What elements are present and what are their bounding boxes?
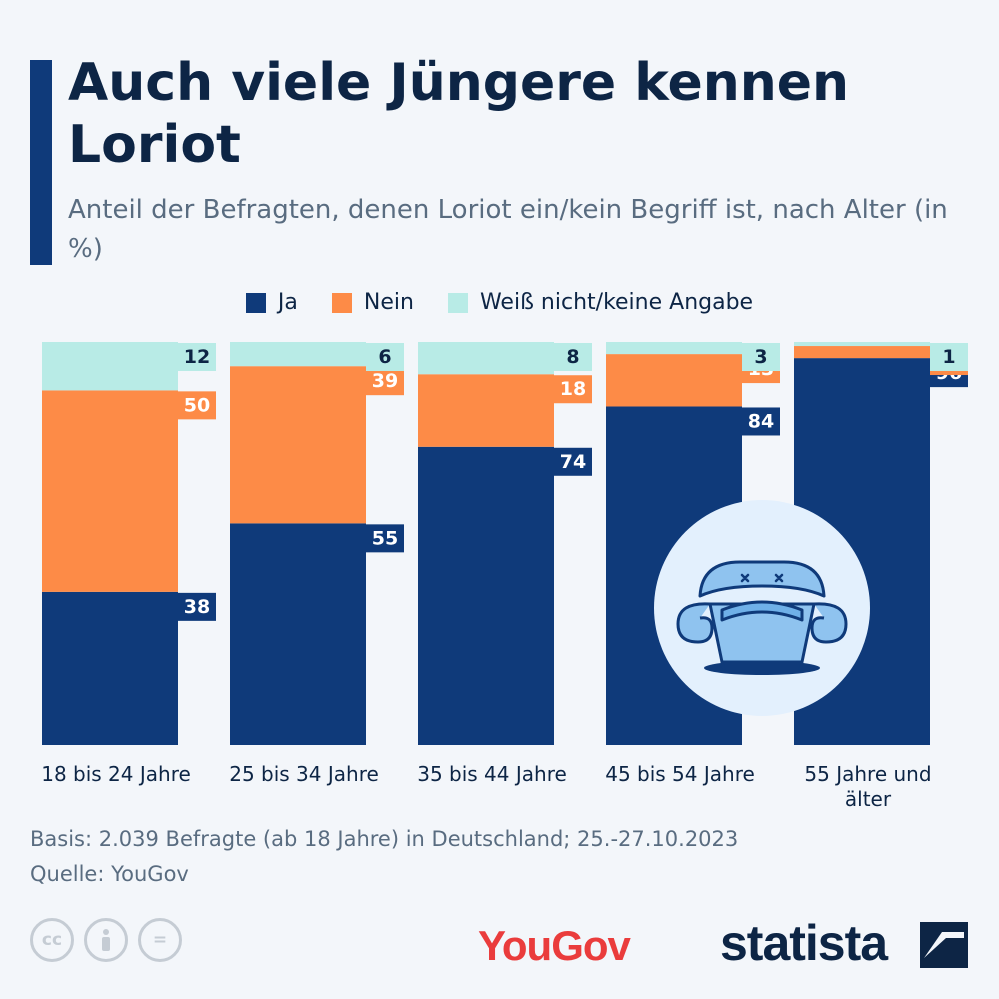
data-label-nein-1: 50	[184, 394, 210, 416]
labels-group: 3850125539674188841339631	[178, 343, 968, 621]
legend-label-nein: Nein	[363, 290, 414, 315]
bar-weiss-nicht-4	[606, 342, 742, 355]
bars-group	[42, 342, 930, 745]
data-label-weiss-nicht-2: 6	[378, 346, 391, 368]
bar-weiss-nicht-2	[230, 342, 366, 367]
data-label-box-weiss-nicht-1	[178, 343, 216, 371]
legend-item-nein: Nein	[331, 290, 414, 315]
legend-swatch-ja	[245, 292, 266, 313]
x-tick-label-5: 55 Jahre und älter	[804, 762, 931, 811]
bar-weiss-nicht-3	[418, 342, 554, 375]
title-accent-bar	[30, 60, 52, 265]
x-tick-label-1: 18 bis 24 Jahre	[41, 762, 191, 786]
legend-item-weiss-nicht: Weiß nicht/keine Angabe	[447, 290, 754, 315]
x-tick-label-4: 45 bis 54 Jahre	[605, 762, 755, 786]
data-label-box-ja-4	[742, 407, 780, 436]
bar-ja-2	[230, 523, 366, 745]
creative-commons-icon[interactable]: cc	[30, 918, 74, 962]
bar-weiss-nicht-5	[794, 342, 930, 347]
yougov-logo[interactable]: YouGov	[478, 922, 631, 969]
x-tick-label-3: 35 bis 44 Jahre	[417, 762, 567, 786]
bar-nein-2	[230, 366, 366, 524]
data-label-ja-3: 74	[560, 451, 586, 473]
legend-label-ja: Ja	[277, 290, 298, 315]
chart-title: Auch viele Jüngere kennen Loriot	[68, 53, 850, 175]
bar-weiss-nicht-1	[42, 342, 178, 391]
data-label-box-nein-3	[554, 375, 592, 404]
footer-basis: Basis: 2.039 Befragte (ab 18 Jahre) in D…	[30, 827, 739, 851]
footer-source: Quelle: YouGov	[30, 862, 189, 886]
chart-subtitle: Anteil der Befragten, denen Loriot ein/k…	[68, 195, 948, 264]
bar-ja-3	[418, 446, 554, 745]
legend: Ja Nein Weiß nicht/keine Angabe	[0, 290, 999, 315]
bar-nein-3	[418, 374, 554, 447]
data-label-box-nein-1	[178, 391, 216, 420]
statista-logo[interactable]: statista	[720, 915, 888, 971]
statista-mark-icon	[920, 922, 968, 968]
armchair-icon	[654, 500, 870, 716]
no-derivatives-icon[interactable]: =	[138, 918, 182, 962]
bar-nein-1	[42, 390, 178, 592]
data-label-weiss-nicht-3: 8	[566, 346, 579, 368]
data-label-box-ja-3	[554, 447, 592, 476]
data-label-nein-3: 18	[560, 378, 586, 400]
legend-swatch-nein	[331, 292, 352, 313]
attribution-icon[interactable]	[84, 918, 128, 962]
data-label-box-ja-2	[366, 524, 404, 553]
legend-label-weiss-nicht: Weiß nicht/keine Angabe	[479, 290, 754, 315]
data-label-box-weiss-nicht-5	[930, 343, 968, 371]
data-label-ja-1: 38	[184, 596, 210, 618]
legend-item-ja: Ja	[245, 290, 298, 315]
data-label-box-ja-1	[178, 592, 216, 621]
data-label-box-weiss-nicht-3	[554, 343, 592, 371]
data-label-weiss-nicht-1: 12	[184, 346, 210, 368]
data-label-nein-2: 39	[372, 370, 398, 392]
data-label-weiss-nicht-4: 3	[754, 346, 767, 368]
data-label-box-weiss-nicht-4	[742, 343, 780, 371]
data-label-box-nein-2	[366, 367, 404, 396]
data-label-ja-2: 55	[372, 527, 398, 549]
stacked-bar-chart: 3850125539674188841339631 18 bis 24 Jahr…	[41, 342, 968, 811]
bar-ja-1	[42, 591, 178, 745]
bar-nein-4	[606, 354, 742, 407]
x-tick-labels-group: 18 bis 24 Jahre 25 bis 34 Jahre 35 bis 44 …	[41, 762, 931, 811]
data-label-box-weiss-nicht-2	[366, 343, 404, 371]
x-tick-label-2: 25 bis 34 Jahre	[229, 762, 379, 786]
bar-nein-5	[794, 346, 930, 359]
license-icons: cc =	[30, 918, 182, 962]
data-label-ja-4: 84	[748, 410, 774, 432]
data-label-weiss-nicht-5: 1	[942, 346, 955, 368]
legend-swatch-weiss-nicht	[447, 292, 468, 313]
